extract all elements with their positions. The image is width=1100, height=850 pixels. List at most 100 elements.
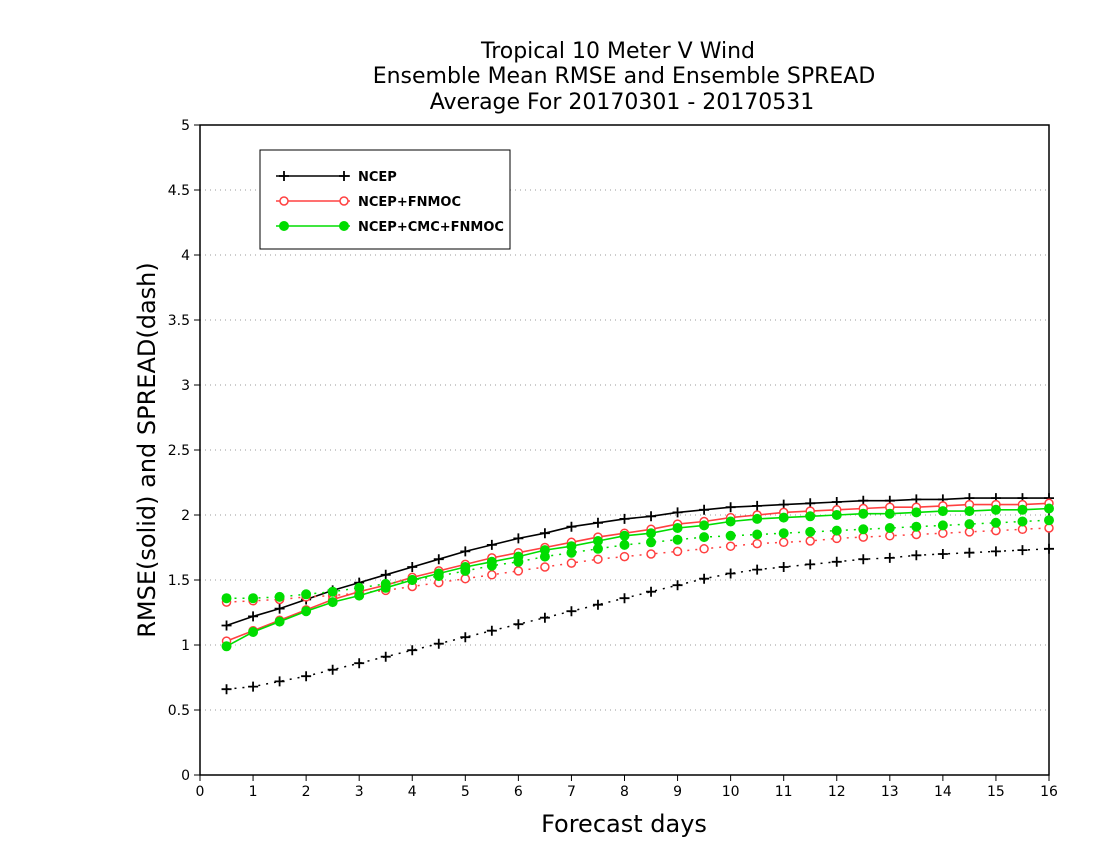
spread-point [805,536,815,546]
legend: NCEP NCEP+FNMOC NCEP+CMC+FNMOC [259,149,511,250]
spread-point [884,523,895,533]
spread-point [752,529,763,540]
rmse-point [990,504,1001,515]
spread-point [221,684,232,695]
spread-point [592,599,603,610]
y-tick-label: 2.5 [168,443,190,459]
rmse-point [672,523,683,533]
spread-point [327,586,338,597]
rmse-point [752,513,763,524]
y-tick-label: 2 [181,508,190,524]
rmse-point [699,504,710,515]
rmse-point [221,641,232,652]
rmse-point [699,520,710,531]
spread-point [486,625,497,636]
spread-point [884,552,895,563]
spread-point [619,551,630,562]
x-axis-label: Forecast days [541,810,707,838]
x-tick-label: 8 [620,784,629,800]
title-line-3: Average For 20170301 - 20170531 [430,90,815,115]
spread-point [778,528,789,539]
y-tick-label: 1.5 [168,573,190,589]
x-tick-label: 10 [722,784,740,800]
legend-marker [279,221,289,231]
rmse-point [672,507,683,518]
rmse-point [778,512,789,523]
spread-point [699,544,709,554]
x-tick-label: 12 [828,784,846,800]
spread-point [487,570,497,580]
rmse-point [327,597,338,608]
rmse-point [301,606,312,617]
spread-point [937,520,948,531]
x-tick-label: 15 [987,784,1005,800]
rmse-point [221,620,232,631]
rmse-point [407,562,418,572]
rmse-point [274,603,285,614]
rmse-point [539,528,550,539]
spread-point [566,558,577,568]
spread-point [725,541,736,551]
rmse-point [274,616,285,627]
chart-title: Tropical 10 Meter V Wind Ensemble Mean R… [373,39,876,115]
spread-point [274,591,285,602]
rmse-point [646,528,657,539]
rmse-point [380,569,391,580]
rmse-point [354,590,365,601]
legend-marker [279,171,289,181]
rmse-point [1044,503,1054,514]
spread-point [301,671,312,682]
spread-point [778,537,789,548]
spread-point [911,521,922,532]
spread-point [221,593,232,604]
spread-point [672,534,683,545]
title-line-2: Ensemble Mean RMSE and Ensemble SPREAD [373,64,876,89]
spread-point [990,546,1001,557]
spread-point [248,681,259,692]
y-tick-label: 4 [181,248,190,264]
rmse-point [805,511,816,522]
x-tick-label: 13 [881,784,899,800]
spread-point [619,593,630,604]
spread-point [513,566,524,576]
x-tick-label: 4 [408,784,417,800]
spread-point [540,562,550,572]
spread-point [274,676,285,687]
spread-point [725,568,736,579]
spread-point [513,619,524,630]
spread-point [699,532,710,543]
spread-point [566,606,577,617]
rmse-point [592,536,603,546]
rmse-point [831,510,842,520]
spread-point [911,550,922,561]
x-tick-label: 14 [934,784,952,800]
rmse-point [407,575,418,585]
spread-line [226,548,1050,690]
legend-label: NCEP+FNMOC [358,195,461,210]
y-tick-label: 1 [181,638,190,654]
rmse-line [226,497,1049,627]
legend-marker [339,196,349,206]
rmse-line [226,502,1050,642]
y-tick-label: 0 [181,768,190,784]
spread-point [646,549,656,559]
spread-point [672,580,683,591]
spread-line [226,527,1050,603]
series-1 [221,498,1054,646]
series-layer [221,493,1054,695]
rmse-point [566,521,577,532]
rmse-point [513,533,524,544]
legend-label: NCEP [358,170,397,185]
spread-point [725,530,736,541]
rmse-point [592,517,603,528]
y-tick-label: 5 [181,118,190,134]
rmse-point [486,539,497,550]
spread-point [460,632,471,643]
series-2 [221,503,1054,652]
x-tick-label: 11 [775,784,793,800]
spread-point [407,645,418,656]
spread-point [433,638,444,649]
rmse-point [460,546,471,557]
rmse-point [1017,504,1028,515]
spread-point [805,559,816,570]
